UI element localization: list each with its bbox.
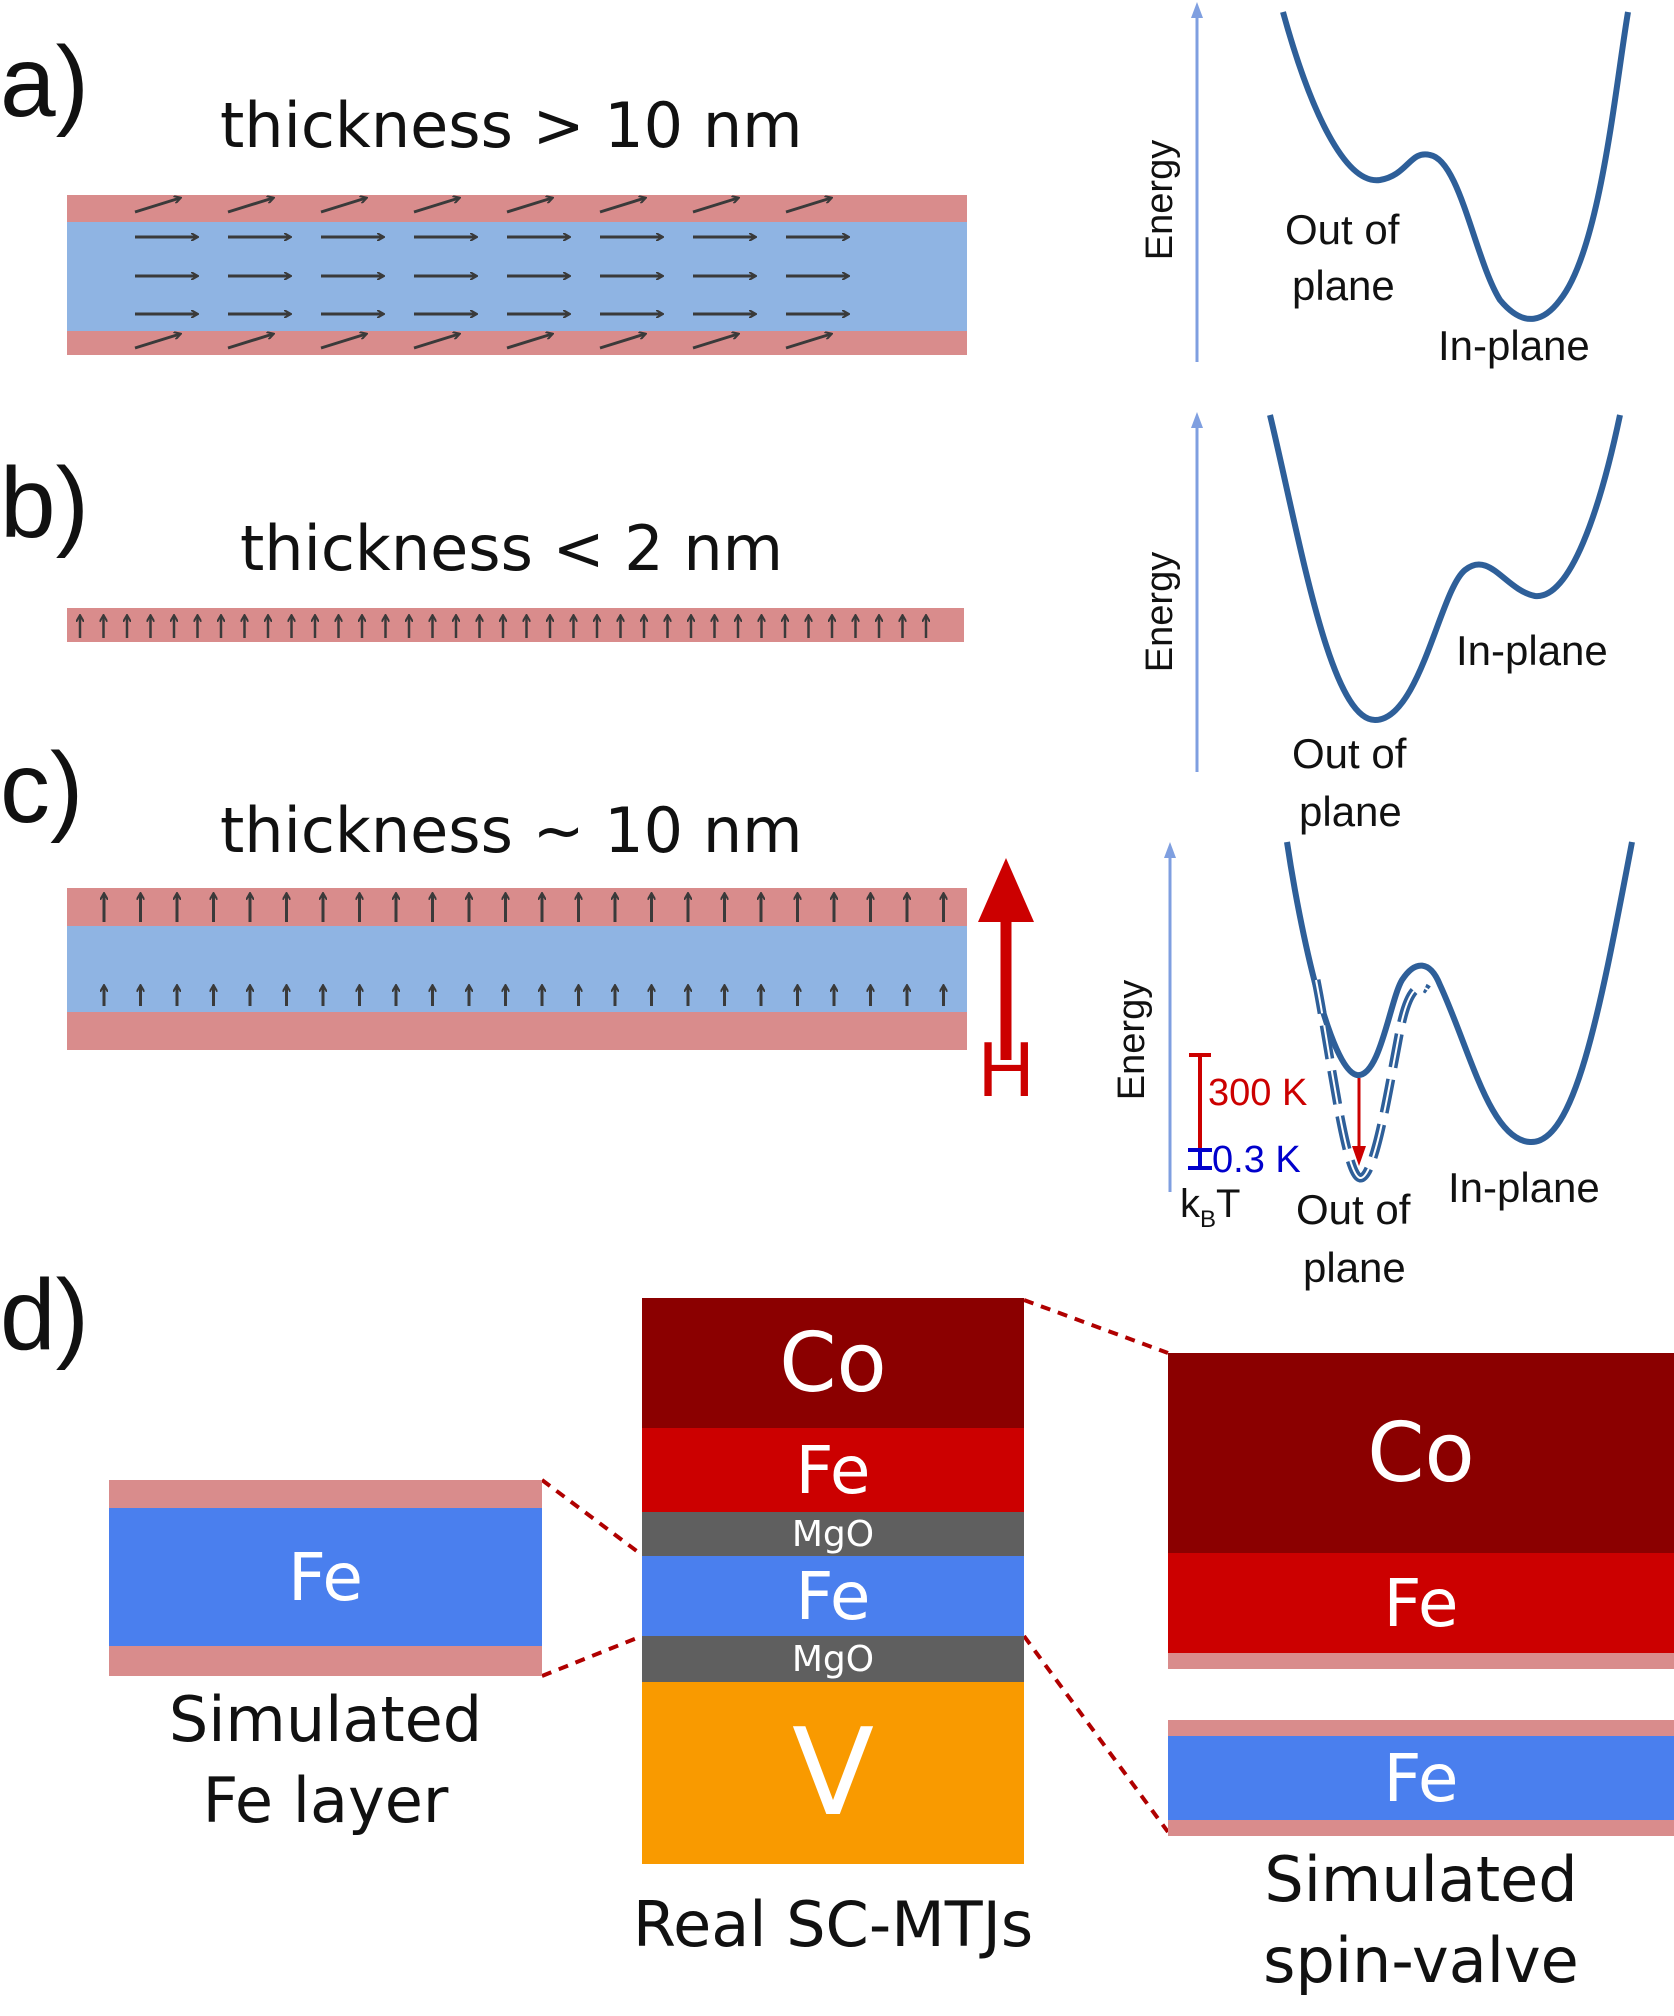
connector-right-top — [1023, 1298, 1169, 1355]
mtj-co-label: Co — [779, 1315, 887, 1411]
energy-landscape-b: Energy In-plane Out of plane — [1139, 412, 1623, 835]
energy-curve-b — [1267, 414, 1623, 724]
energy-axis-label-b: Energy — [1139, 552, 1181, 672]
panel-label-b: b) — [0, 447, 89, 559]
mtj-mgo-top-label: MgO — [791, 1513, 875, 1555]
panel-label-a: a) — [0, 26, 89, 138]
kbt-300k-bar — [1189, 1053, 1211, 1150]
mtj-mgo-bottom-label: MgO — [791, 1638, 875, 1680]
title-thickness-b: thickness < 2 nm — [240, 512, 784, 585]
well-label-b-oop-1: Out of — [1292, 730, 1407, 777]
sv-fe-bottom-surface — [1168, 1820, 1674, 1836]
energy-axis-label-a: Energy — [1139, 140, 1181, 260]
well-label-c-ip: In-plane — [1448, 1164, 1600, 1211]
left-caption-line-2: Fe layer — [202, 1763, 449, 1837]
left-caption: Simulated Fe layer — [109, 1680, 542, 1841]
kbt-03k-bar — [1188, 1148, 1212, 1170]
sv-fe-bottom-label: Fe — [1383, 1739, 1459, 1817]
title-thickness-a: thickness > 10 nm — [220, 89, 803, 162]
connector-left-top — [540, 1478, 644, 1557]
mtj-fe-mid-label: Fe — [795, 1557, 871, 1635]
mtj-mgo-bottom-layer: MgO — [642, 1636, 1024, 1682]
energy-curve-c — [1284, 841, 1635, 1146]
temp-label-300k: 300 K — [1208, 1072, 1307, 1114]
sv-fe-bottom-layer: Fe — [1168, 1736, 1674, 1820]
panel-label-c: c) — [0, 732, 84, 844]
well-label-a-oop-2: plane — [1292, 262, 1395, 309]
field-label: H — [978, 1025, 1035, 1113]
sv-co-label: Co — [1367, 1405, 1475, 1501]
mtj-v-layer: V — [642, 1682, 1024, 1864]
well-label-a-oop-1: Out of — [1285, 206, 1400, 253]
sv-fe-top-layer: Fe — [1168, 1553, 1674, 1653]
left-fe-top-surface — [109, 1480, 542, 1508]
connector-right-bottom — [1022, 1634, 1170, 1834]
panel-label-d: d) — [0, 1259, 89, 1371]
left-fe-layer: Fe — [109, 1508, 542, 1646]
right-caption-line-1: Simulated — [1264, 1843, 1578, 1916]
sv-fe-top-surface — [1168, 1653, 1674, 1669]
sv-co-layer: Co — [1168, 1353, 1674, 1553]
well-label-b-oop-2: plane — [1299, 788, 1402, 835]
connector-left-bottom — [541, 1634, 643, 1678]
energy-arrowhead-a — [1191, 2, 1203, 18]
right-caption: Simulated spin-valve — [1168, 1840, 1674, 2001]
energy-landscape-c: Energy 300 K 0.3 K kBT Out of plane In-p… — [1111, 841, 1635, 1291]
mtj-v-label: V — [791, 1703, 875, 1843]
mtj-fe-top-label: Fe — [795, 1431, 871, 1509]
middle-caption: Real SC-MTJs — [632, 1888, 1034, 1961]
energy-curve-c-dashed-highlight — [1315, 979, 1429, 1179]
left-caption-line-1: Simulated — [168, 1683, 483, 1756]
energy-arrowhead-b — [1191, 412, 1203, 428]
well-label-a-ip: In-plane — [1438, 322, 1590, 369]
right-caption-line-2: spin-valve — [1263, 1923, 1579, 1997]
sv-fe-top-label: Fe — [1383, 1564, 1459, 1642]
title-thickness-c: thickness ~ 10 nm — [220, 794, 803, 867]
energy-curve-a — [1280, 11, 1631, 322]
mtj-fe-mid-layer: Fe — [642, 1556, 1024, 1636]
temp-label-03k: 0.3 K — [1212, 1139, 1301, 1181]
mtj-mgo-top-layer: MgO — [642, 1512, 1024, 1556]
energy-shift-arrow — [1352, 1078, 1366, 1166]
left-fe-layer-label: Fe — [288, 1538, 363, 1616]
well-label-b-ip: In-plane — [1456, 627, 1608, 674]
energy-arrowhead-c — [1164, 842, 1176, 858]
well-label-c-oop-2: plane — [1303, 1244, 1406, 1291]
mtj-fe-top-layer: Fe — [642, 1428, 1024, 1512]
energy-axis-label-c: Energy — [1111, 980, 1153, 1100]
mtj-co-layer: Co — [642, 1298, 1024, 1428]
well-label-c-oop-1: Out of — [1296, 1186, 1411, 1233]
sv-fe-bottom-top-surface — [1168, 1720, 1674, 1736]
energy-landscape-a: Energy Out of plane In-plane — [1139, 2, 1631, 369]
left-fe-bottom-surface — [109, 1646, 542, 1676]
kbt-label: kBT — [1180, 1182, 1240, 1233]
